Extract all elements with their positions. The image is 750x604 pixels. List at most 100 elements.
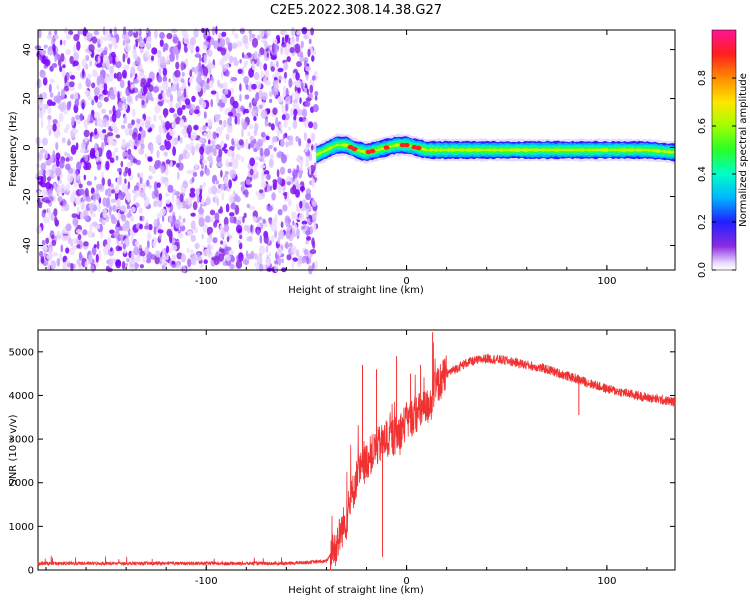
noise-blob xyxy=(262,101,266,107)
noise-blob xyxy=(230,202,237,210)
noise-blob xyxy=(156,212,162,219)
noise-blob xyxy=(277,128,280,139)
noise-blob xyxy=(171,260,176,265)
noise-blob xyxy=(111,37,117,46)
noise-blob xyxy=(125,142,131,149)
noise-blob xyxy=(105,160,110,171)
noise-blob xyxy=(307,48,311,58)
noise-blob xyxy=(286,181,291,186)
noise-blob xyxy=(207,139,211,145)
noise-blob xyxy=(64,151,68,157)
noise-blob xyxy=(303,248,309,256)
noise-blob xyxy=(270,66,275,72)
noise-blob xyxy=(76,63,81,71)
noise-blob xyxy=(41,188,48,197)
noise-blob xyxy=(190,131,197,140)
noise-blob xyxy=(209,209,216,216)
noise-blob xyxy=(64,74,67,84)
noise-blob xyxy=(218,253,225,262)
noise-blob xyxy=(137,172,141,178)
noise-blob xyxy=(87,161,91,171)
noise-blob xyxy=(202,66,209,77)
noise-blob xyxy=(225,159,229,168)
noise-blob xyxy=(252,99,258,104)
noise-blob xyxy=(305,66,311,72)
noise-blob xyxy=(185,197,189,206)
noise-blob xyxy=(190,234,196,242)
noise-blob xyxy=(127,123,133,129)
noise-blob xyxy=(225,254,231,262)
snr-x-tick-label: 100 xyxy=(597,576,616,587)
noise-blob xyxy=(180,253,186,263)
spectrogram-x-tick-label: 0 xyxy=(403,276,409,287)
noise-blob xyxy=(261,137,266,143)
noise-blob xyxy=(182,180,188,189)
snr-x-axis-label: Height of straight line (km) xyxy=(288,585,424,596)
noise-blob xyxy=(88,254,92,264)
noise-blob xyxy=(176,107,183,116)
noise-blob xyxy=(47,262,50,272)
noise-blob xyxy=(268,158,274,168)
noise-blob xyxy=(119,234,124,239)
noise-blob xyxy=(237,68,243,75)
noise-blob xyxy=(180,153,183,161)
noise-blob xyxy=(93,30,100,36)
noise-blob xyxy=(162,75,168,83)
noise-blob xyxy=(174,219,181,229)
noise-blob xyxy=(138,40,145,48)
noise-blob xyxy=(106,120,110,128)
noise-blob xyxy=(237,239,241,245)
noise-blob xyxy=(304,60,308,68)
noise-blob xyxy=(278,184,282,194)
noise-blob xyxy=(296,249,300,257)
noise-blob xyxy=(125,52,128,59)
noise-blob xyxy=(207,49,213,57)
noise-blob xyxy=(239,234,243,240)
noise-blob xyxy=(140,172,144,179)
signal-peak xyxy=(415,145,422,151)
noise-blob xyxy=(38,28,42,39)
noise-blob xyxy=(171,160,177,165)
noise-blob xyxy=(287,199,292,207)
noise-blob xyxy=(144,120,151,130)
noise-blob xyxy=(61,101,67,111)
noise-blob xyxy=(41,239,46,246)
noise-blob xyxy=(255,92,260,102)
noise-blob xyxy=(97,43,101,48)
noise-blob xyxy=(180,97,187,102)
noise-blob xyxy=(295,135,300,142)
noise-blob xyxy=(61,235,68,242)
noise-blob xyxy=(191,255,197,266)
noise-blob xyxy=(292,170,298,179)
noise-blob xyxy=(249,205,255,211)
noise-blob xyxy=(167,184,174,193)
noise-blob xyxy=(111,112,117,123)
noise-blob xyxy=(210,64,215,69)
noise-blob xyxy=(299,57,304,62)
noise-blob xyxy=(274,259,279,266)
colorbar-tick-label: 0.6 xyxy=(697,118,708,134)
noise-blob xyxy=(193,28,199,38)
colorbar-gradient xyxy=(711,29,737,271)
noise-blob xyxy=(135,123,141,130)
noise-blob xyxy=(75,238,79,245)
noise-blob xyxy=(190,36,196,46)
noise-blob xyxy=(76,40,81,51)
noise-blob xyxy=(109,229,115,235)
noise-blob xyxy=(195,144,199,151)
spectrogram-x-tick-label: -100 xyxy=(195,276,218,287)
noise-blob xyxy=(206,226,214,234)
noise-blob xyxy=(148,175,153,180)
noise-blob xyxy=(118,175,122,186)
noise-blob xyxy=(305,155,310,164)
noise-blob xyxy=(154,104,161,114)
noise-blob xyxy=(198,217,205,228)
noise-blob xyxy=(227,111,233,117)
noise-blob xyxy=(158,193,163,201)
noise-blob xyxy=(285,141,289,148)
noise-blob xyxy=(111,123,117,130)
noise-blob xyxy=(304,147,308,152)
spectrogram-axes: -100 0 100 40 20 0 -20 -40 xyxy=(22,29,676,287)
noise-blob xyxy=(273,147,277,152)
noise-blob xyxy=(125,208,128,215)
